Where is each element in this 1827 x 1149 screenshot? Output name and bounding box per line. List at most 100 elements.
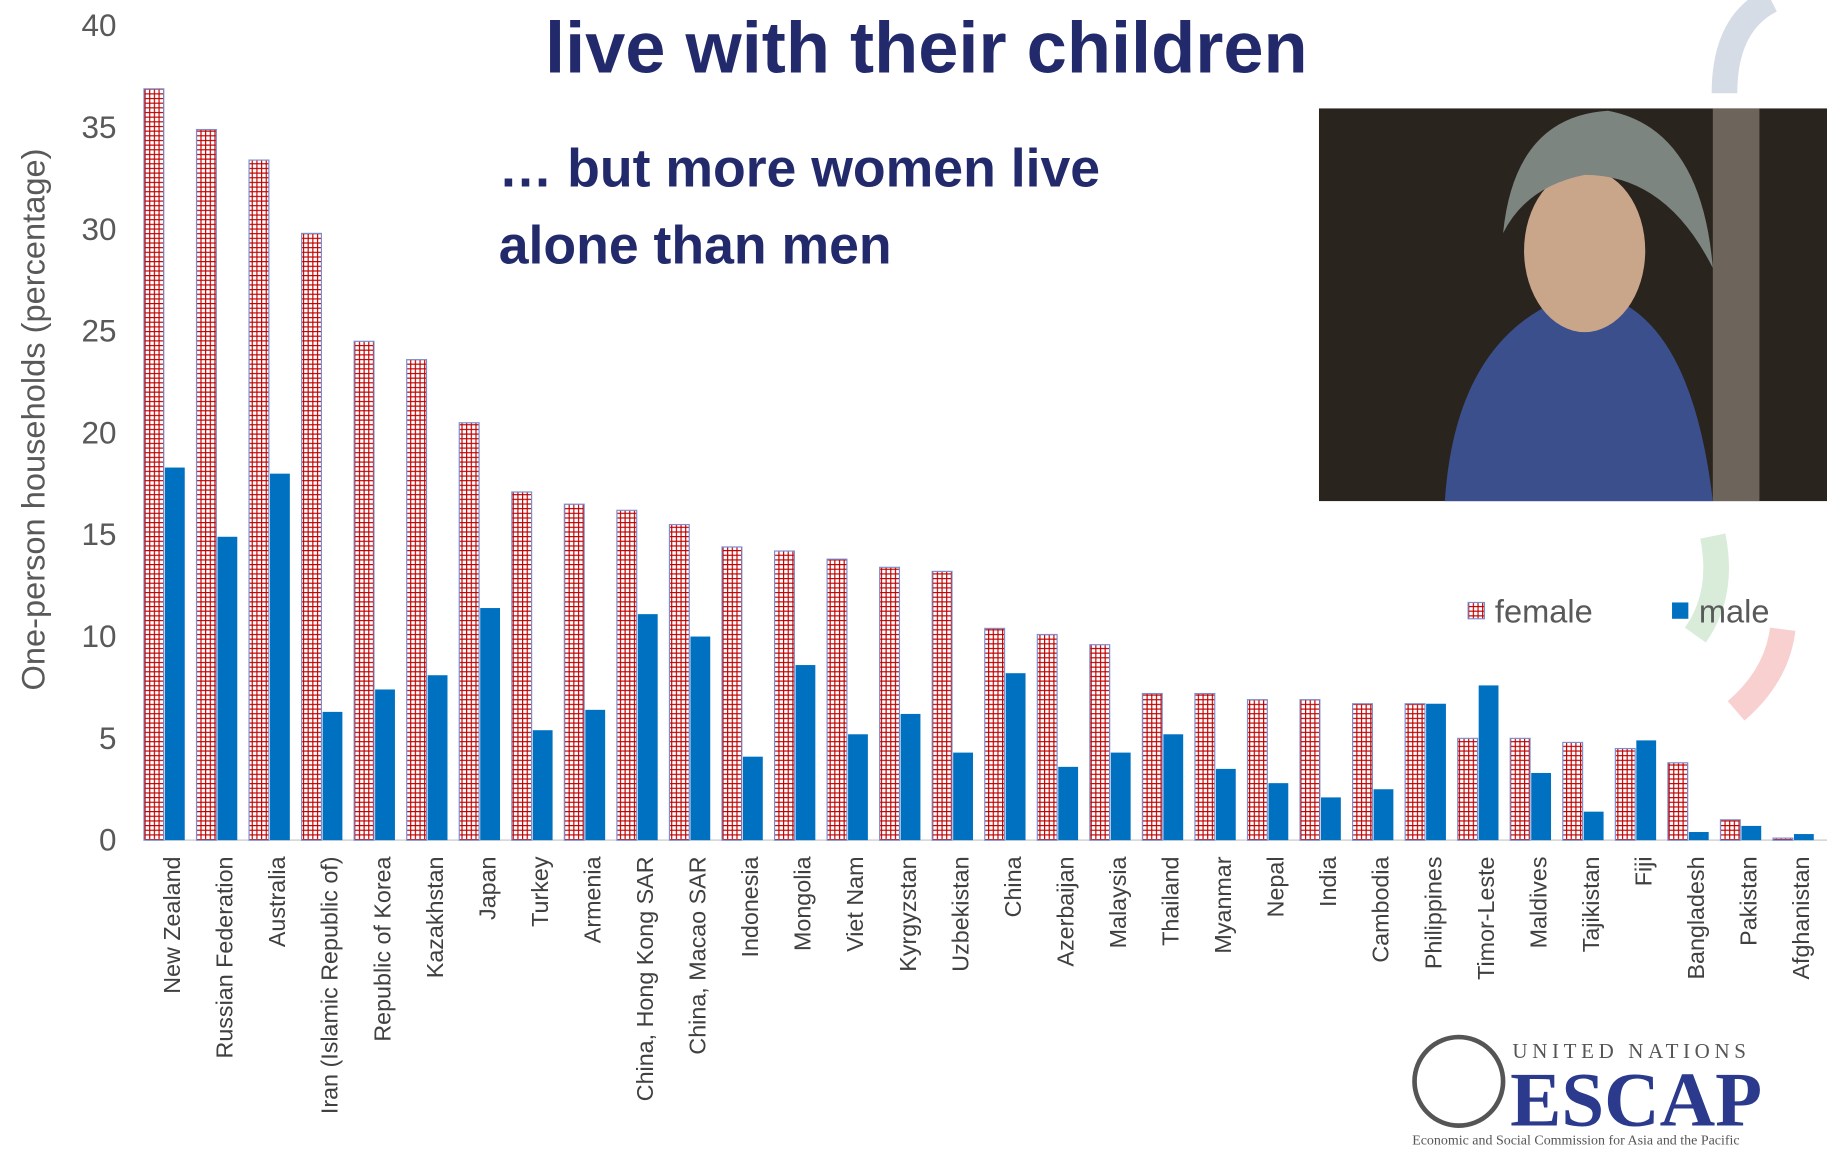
- bar: [1089, 644, 1111, 841]
- bar: [668, 523, 690, 841]
- x-tick-label: Myanmar: [1210, 856, 1236, 953]
- legend-label: male: [1699, 592, 1770, 629]
- x-tick-label: Turkey: [527, 856, 553, 927]
- y-tick-label: 25: [82, 314, 117, 349]
- bar: [532, 730, 553, 841]
- bar: [1058, 766, 1079, 841]
- x-tick-label: Thailand: [1158, 856, 1184, 945]
- logo: UNITED NATIONS ESCAP Economic and Social…: [1412, 1034, 1762, 1148]
- bar: [164, 467, 185, 841]
- bar: [984, 627, 1006, 841]
- x-tick-label: Maldives: [1525, 856, 1551, 948]
- bar: [879, 566, 901, 841]
- x-tick-label: New Zealand: [159, 856, 185, 993]
- bar: [1583, 811, 1604, 841]
- bar: [773, 550, 795, 841]
- x-tick-label: Azerbaijan: [1052, 856, 1078, 966]
- x-tick-label: Kyrgyzstan: [895, 856, 921, 971]
- bar: [1614, 747, 1636, 841]
- bar: [1299, 699, 1321, 841]
- legend-swatch: [1672, 602, 1689, 619]
- x-tick-label: China: [1000, 856, 1026, 917]
- x-tick-label: Armenia: [579, 856, 605, 943]
- bar: [721, 546, 743, 841]
- bar: [406, 359, 428, 841]
- x-tick-label: Afghanistan: [1788, 856, 1814, 979]
- x-tick-label: Viet Nam: [842, 856, 868, 951]
- title: live with their children: [545, 8, 1308, 88]
- bar: [511, 491, 533, 841]
- y-tick-label: 30: [82, 212, 117, 247]
- decoration: [1684, 533, 1729, 643]
- bar: [690, 636, 711, 841]
- bar: [1562, 741, 1584, 841]
- bar: [585, 709, 606, 841]
- bar: [1688, 832, 1709, 841]
- bar: [1352, 703, 1373, 841]
- bar: [143, 88, 165, 841]
- bar: [848, 734, 868, 841]
- bar: [1772, 837, 1794, 841]
- bar: [1531, 772, 1552, 841]
- logo-top: UNITED NATIONS: [1512, 1039, 1750, 1063]
- bar: [427, 675, 448, 841]
- x-tick-label: Bangladesh: [1683, 856, 1709, 979]
- bar: [1719, 819, 1741, 841]
- bar: [217, 536, 238, 841]
- x-tick-label: Malaysia: [1105, 856, 1131, 948]
- bar: [1404, 703, 1426, 841]
- bar: [270, 473, 290, 841]
- x-tick-label: Mongolia: [790, 856, 816, 951]
- x-tick-label: India: [1315, 856, 1341, 907]
- x-tick-label: Uzbekistan: [947, 856, 973, 971]
- bar: [1509, 737, 1531, 841]
- bar: [322, 711, 343, 841]
- x-tick-label: Japan: [474, 856, 500, 919]
- x-tick-label: Russian Federation: [212, 856, 238, 1058]
- x-tick-label: China, Hong Kong SAR: [632, 856, 658, 1101]
- bar: [1163, 734, 1184, 841]
- x-tick-label: Cambodia: [1368, 856, 1394, 962]
- bar: [953, 752, 973, 841]
- bar: [1636, 740, 1657, 841]
- bar: [563, 503, 585, 841]
- bar: [1268, 783, 1289, 841]
- bar: [931, 570, 953, 841]
- subtitle: … but more women live: [499, 138, 1100, 198]
- x-tick-label: Tajikistan: [1578, 856, 1604, 952]
- decoration: [1711, 0, 1778, 94]
- logo-name: ESCAP: [1510, 1057, 1762, 1143]
- bar: [1194, 692, 1216, 841]
- bar: [1793, 834, 1814, 841]
- bar: [616, 509, 638, 841]
- bar: [248, 159, 270, 841]
- x-tick-label: Nepal: [1263, 856, 1289, 917]
- x-tick-label: Timor-Leste: [1473, 856, 1499, 979]
- bar: [900, 713, 921, 841]
- y-tick-label: 35: [82, 110, 117, 145]
- x-tick-label: Philippines: [1420, 856, 1446, 969]
- y-tick-label: 5: [99, 721, 116, 756]
- bar: [1036, 633, 1058, 841]
- bar: [353, 340, 375, 841]
- y-tick-label: 10: [82, 619, 117, 654]
- bar: [301, 232, 322, 841]
- x-tick-label: Australia: [264, 856, 290, 947]
- x-tick-label: Iran (Islamic Republic of): [317, 856, 343, 1114]
- x-tick-label: China, Macao SAR: [685, 856, 711, 1054]
- subtitle: alone than men: [499, 215, 892, 275]
- x-tick-label: Kazakhstan: [422, 856, 448, 978]
- x-tick-label: Indonesia: [737, 856, 763, 957]
- bar: [1110, 752, 1131, 841]
- photo: [1318, 108, 1827, 502]
- bar: [826, 558, 848, 841]
- logo-emblem: [1412, 1034, 1506, 1128]
- bar: [375, 689, 395, 841]
- bar: [1373, 789, 1394, 841]
- bar: [795, 665, 816, 841]
- bar: [195, 128, 217, 841]
- legend-swatch: [1467, 601, 1486, 620]
- y-axis-label: One-person households (percentage): [14, 149, 51, 691]
- bar: [1215, 768, 1236, 841]
